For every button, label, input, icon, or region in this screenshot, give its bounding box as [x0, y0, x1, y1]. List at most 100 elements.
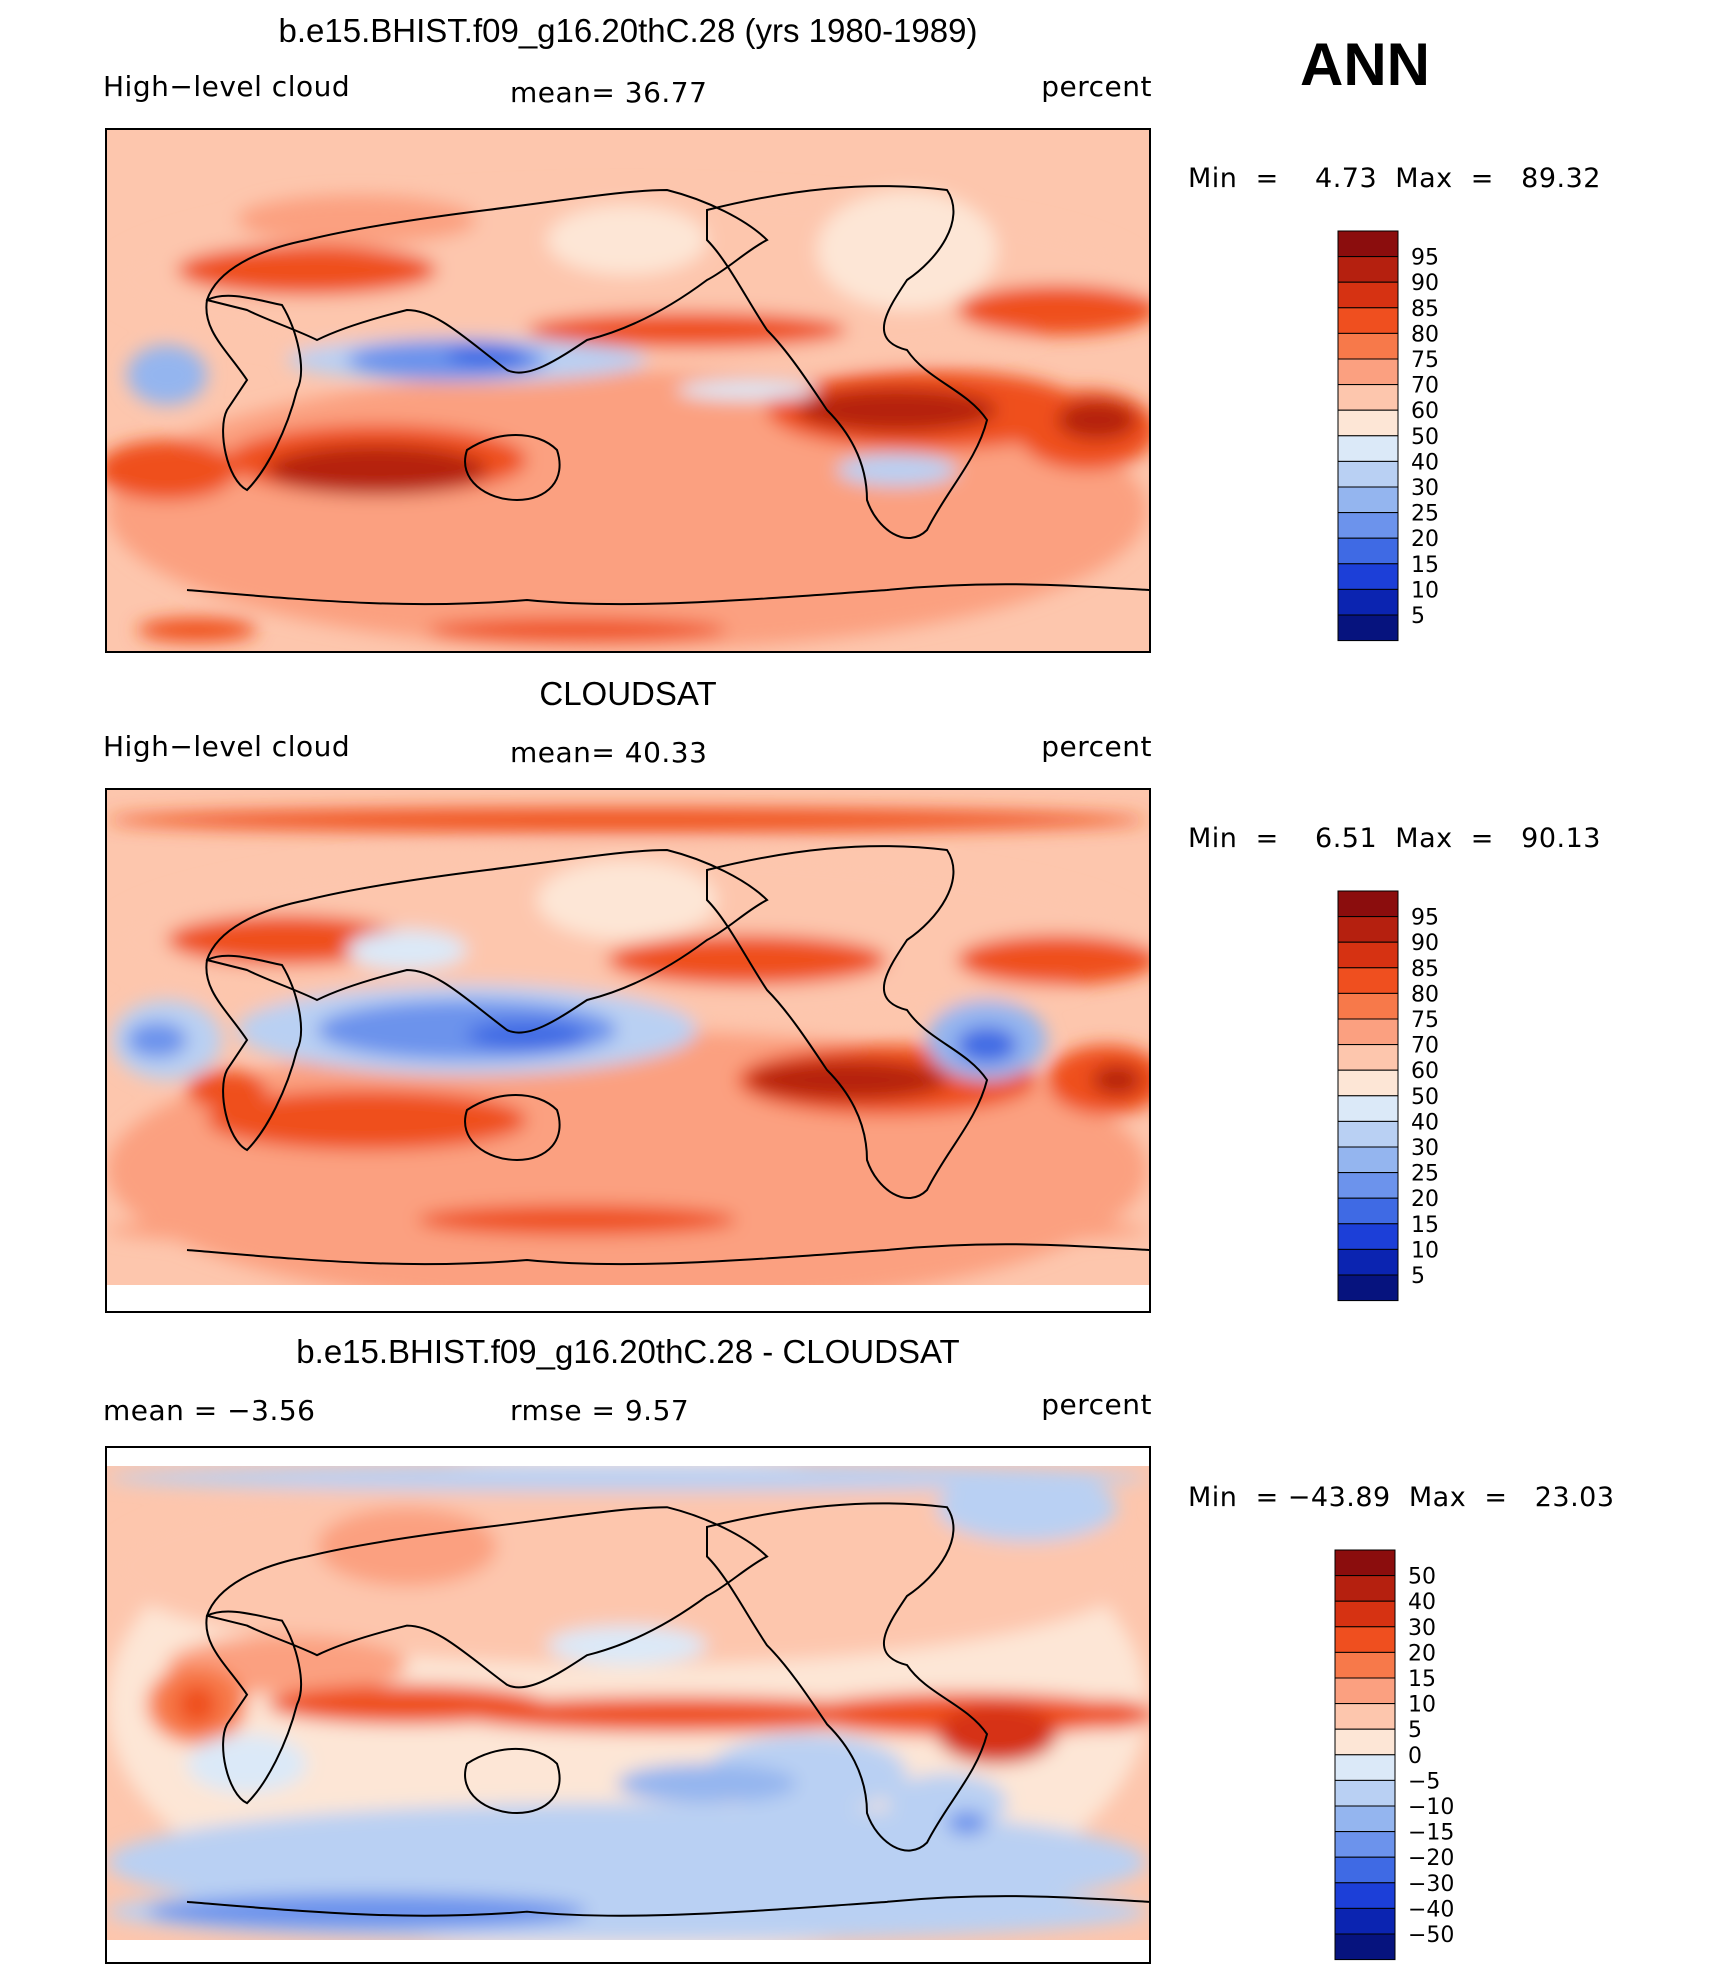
colorbar-swatch — [1334, 1754, 1396, 1781]
contour-region — [207, 1090, 527, 1150]
contour-region — [617, 1763, 797, 1804]
colorbar-tick-label: 20 — [1411, 1187, 1439, 1212]
colorbar-tick-label: 75 — [1411, 348, 1439, 373]
colorbar-tick-label: 90 — [1411, 931, 1439, 956]
colorbar-tick-label: 15 — [1411, 553, 1439, 578]
colorbar-swatch — [1337, 890, 1399, 918]
colorbar-swatch — [1334, 1728, 1396, 1756]
contour-region — [127, 1022, 187, 1058]
colorbar-swatch — [1337, 1223, 1399, 1250]
contour-region — [147, 1893, 587, 1930]
colorbar-swatch — [1337, 1197, 1399, 1225]
coastline — [465, 435, 560, 500]
contour-region — [747, 1060, 947, 1100]
colorbar-tick-label: 20 — [1411, 527, 1439, 552]
colorbar-swatch — [1334, 1703, 1396, 1730]
coastline — [207, 850, 767, 1033]
colorbar-tick-label: 10 — [1411, 1238, 1439, 1263]
coastline — [207, 1507, 767, 1687]
colorbar-swatch — [1334, 1933, 1396, 1961]
contour-region — [957, 285, 1149, 335]
colorbar-tick-label: 5 — [1408, 1718, 1422, 1743]
colorbar-tick-label: 70 — [1411, 1034, 1439, 1059]
colorbar-tick-label: −10 — [1408, 1795, 1454, 1820]
colorbar-tick-label: −5 — [1408, 1769, 1440, 1794]
colorbar-swatch — [1337, 1069, 1399, 1097]
contour-region — [427, 618, 727, 642]
colorbar-swatch — [1337, 256, 1399, 283]
colorbar-tick-label: 95 — [1411, 246, 1439, 271]
coastline — [707, 846, 987, 1198]
colorbar-tick-label: 95 — [1411, 906, 1439, 931]
colorbar: 95 90 85 80 75 70 60 50 40 30 25 20 15 10 5 — [1337, 890, 1497, 1309]
colorbar-swatch — [1337, 1044, 1399, 1071]
coastline — [206, 296, 301, 490]
colorbar-tick-label: −20 — [1408, 1846, 1454, 1871]
colorbar-tick-label: 50 — [1408, 1565, 1436, 1590]
contour-region — [107, 808, 1147, 832]
colorbar-swatch — [1337, 1146, 1399, 1174]
colorbar: 50 40 30 20 15 10 5 0 −5 −10 −15 −20 −30 −40 −50 — [1334, 1549, 1494, 1968]
colorbar-tick-label: 85 — [1411, 297, 1439, 322]
colorbar-swatch — [1337, 1274, 1399, 1302]
missing-data-band — [107, 1940, 1149, 1962]
map-obs — [105, 788, 1151, 1313]
coastline — [206, 956, 301, 1150]
colorbar-tick-label: 0 — [1408, 1744, 1422, 1769]
colorbar-tick-label: 5 — [1411, 604, 1425, 629]
map-model — [105, 128, 1151, 653]
units-label: percent — [1041, 70, 1152, 103]
colorbar-swatch — [1337, 281, 1399, 309]
contour-region — [107, 1463, 1147, 1492]
contour-region — [317, 1507, 497, 1587]
colorbar-tick-label: 90 — [1411, 271, 1439, 296]
colorbar-swatch — [1334, 1549, 1396, 1577]
colorbar-swatch — [1337, 1248, 1399, 1276]
colorbar-swatch — [1337, 916, 1399, 943]
colorbar-tick-label: 10 — [1411, 578, 1439, 603]
colorbar-swatch — [1337, 1095, 1399, 1122]
contour-region — [347, 930, 467, 970]
colorbar-swatch — [1337, 537, 1399, 565]
coastline-layer — [187, 186, 1149, 604]
colorbar-swatch — [1334, 1677, 1396, 1705]
season-label: ANN — [1300, 31, 1430, 98]
coastline — [465, 1749, 560, 1813]
colorbar-tick-label: 70 — [1411, 374, 1439, 399]
colorbar-swatch — [1337, 1172, 1399, 1199]
panel-title: b.e15.BHIST.f09_g16.20thC.28 (yrs 1980-1… — [278, 12, 978, 49]
colorbar-swatch — [1334, 1856, 1396, 1884]
colorbar-swatch — [1337, 614, 1399, 642]
colorbar-swatch — [1334, 1779, 1396, 1807]
contour-fill-layer — [107, 1448, 1149, 1962]
colorbar-swatch — [1334, 1626, 1396, 1653]
colorbar-tick-label: 80 — [1411, 982, 1439, 1007]
units-label: percent — [1041, 1388, 1152, 1421]
colorbar-tick-label: 40 — [1411, 450, 1439, 475]
colorbar-tick-label: −50 — [1408, 1923, 1454, 1948]
contour-region — [177, 1684, 217, 1725]
contour-region — [607, 935, 887, 985]
contour-region — [237, 195, 477, 245]
contour-region — [947, 1811, 987, 1835]
coastline — [187, 1244, 1149, 1264]
colorbar-tick-label: 50 — [1411, 425, 1439, 450]
coastline — [207, 190, 767, 373]
mean-label: mean = −3.56 — [103, 1394, 316, 1427]
colorbar-tick-label: 80 — [1411, 322, 1439, 347]
colorbar-swatch — [1337, 512, 1399, 539]
colorbar-swatch — [1334, 1831, 1396, 1858]
min-max-stats: Min = −43.89 Max = 23.03 — [1188, 1482, 1615, 1513]
contour-region — [107, 440, 237, 500]
contour-region — [177, 245, 437, 295]
contour-fill-layer — [107, 190, 1149, 650]
colorbar-swatch — [1337, 941, 1399, 969]
colorbar-swatch — [1334, 1651, 1396, 1679]
mean-label: mean= 36.77 — [510, 76, 708, 109]
colorbar-swatch — [1337, 460, 1399, 488]
missing-data-band — [107, 1448, 1149, 1466]
colorbar-swatch — [1334, 1575, 1396, 1602]
units-label: percent — [1041, 730, 1152, 763]
contour-region — [187, 1734, 307, 1794]
